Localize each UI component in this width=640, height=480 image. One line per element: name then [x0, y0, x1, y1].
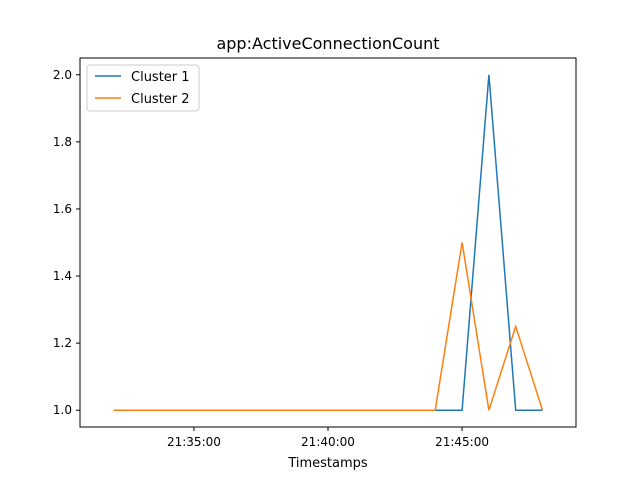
y-tick-label: 1.4: [53, 269, 72, 283]
series-layer: [113, 74, 544, 411]
y-tick-label: 2.0: [53, 68, 72, 82]
plot-frame: [79, 57, 577, 428]
y-tick-label: 1.8: [53, 135, 72, 149]
legend-label-cluster-1: Cluster 1: [131, 70, 190, 85]
y-tick-label: 1.2: [53, 336, 72, 350]
x-tick-label: 21:45:00: [435, 435, 489, 449]
x-tick-label: 21:35:00: [167, 435, 221, 449]
chart-title: app:ActiveConnectionCount: [216, 34, 439, 53]
x-axis-label: Timestamps: [287, 456, 368, 471]
legend: Cluster 1 Cluster 2: [86, 64, 200, 112]
x-tick-label: 21:40:00: [301, 435, 355, 449]
y-axis-ticks: 1.0 1.2 1.4 1.6 1.8 2.0: [53, 68, 80, 417]
legend-label-cluster-2: Cluster 2: [131, 92, 190, 107]
y-tick-label: 1.6: [53, 202, 72, 216]
plot-area: [80, 58, 576, 427]
x-axis-ticks: 21:35:00 21:40:00 21:45:00: [167, 427, 489, 449]
y-tick-label: 1.0: [53, 403, 72, 417]
series-line-cluster-2: [113, 242, 544, 411]
